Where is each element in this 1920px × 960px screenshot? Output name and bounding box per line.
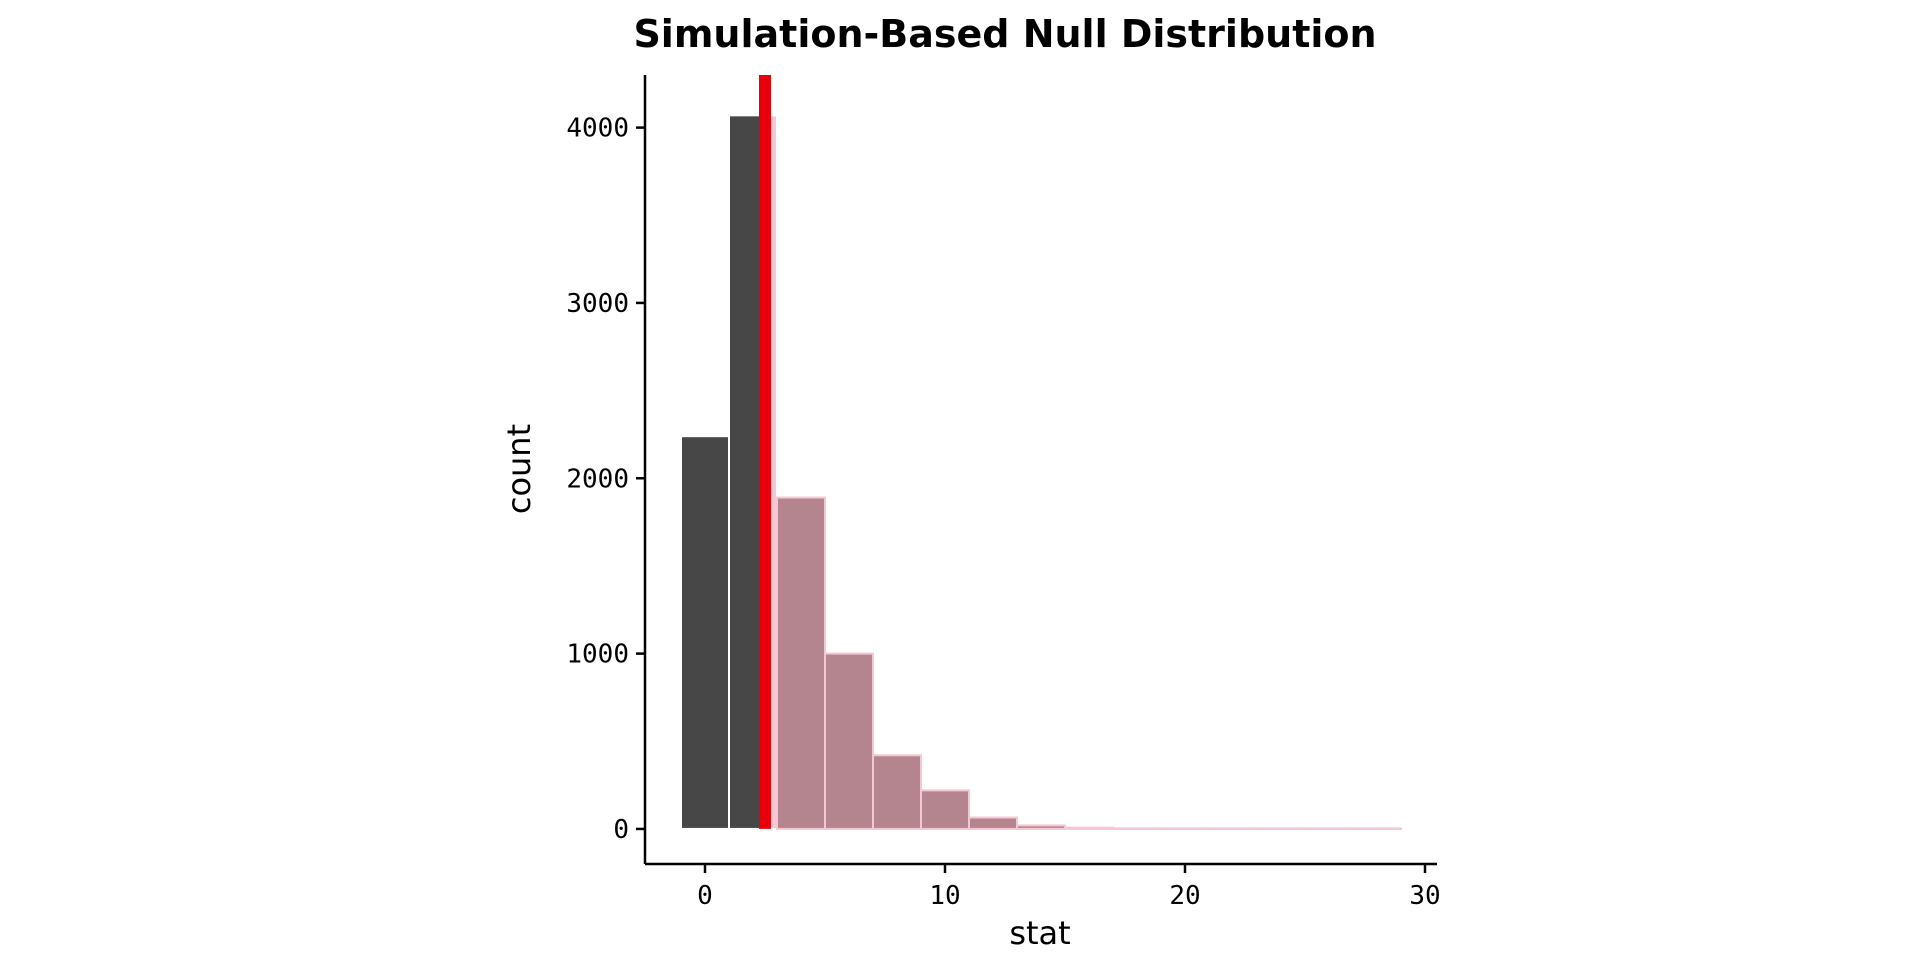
histogram-bar	[1016, 824, 1066, 830]
y-tick-label: 3000	[566, 289, 629, 319]
histogram-bar	[920, 789, 970, 830]
y-tick-label: 4000	[566, 114, 629, 144]
histogram-bar	[872, 754, 922, 830]
bars-group	[680, 114, 1402, 830]
histogram-bar	[968, 816, 1018, 830]
y-tick-label: 0	[613, 815, 629, 845]
y-tick-label: 2000	[566, 464, 629, 494]
y-axis-ticks: 0 1000 2000 3000 4000	[566, 114, 645, 845]
x-tick-label: 30	[1409, 881, 1440, 911]
y-tick-label: 1000	[566, 640, 629, 670]
x-tick-label: 10	[929, 881, 960, 911]
histogram-bar	[680, 435, 730, 830]
histogram-bar	[1352, 827, 1402, 830]
x-tick-label: 20	[1169, 881, 1200, 911]
chart-title: Simulation-Based Null Distribution	[633, 12, 1376, 56]
histogram-bar	[1064, 826, 1114, 830]
histogram-bar	[1112, 827, 1162, 830]
histogram-bar	[776, 496, 826, 830]
histogram-bar	[824, 652, 874, 830]
y-axis-title: count	[500, 424, 538, 514]
x-tick-label: 0	[697, 881, 713, 911]
histogram-bar	[1208, 827, 1258, 830]
histogram-bar	[1256, 827, 1306, 830]
histogram-bar	[1160, 827, 1210, 830]
histogram-bar	[1304, 827, 1354, 830]
x-axis-ticks: 0 10 20 30	[697, 864, 1441, 911]
x-axis-title: stat	[1009, 914, 1070, 952]
